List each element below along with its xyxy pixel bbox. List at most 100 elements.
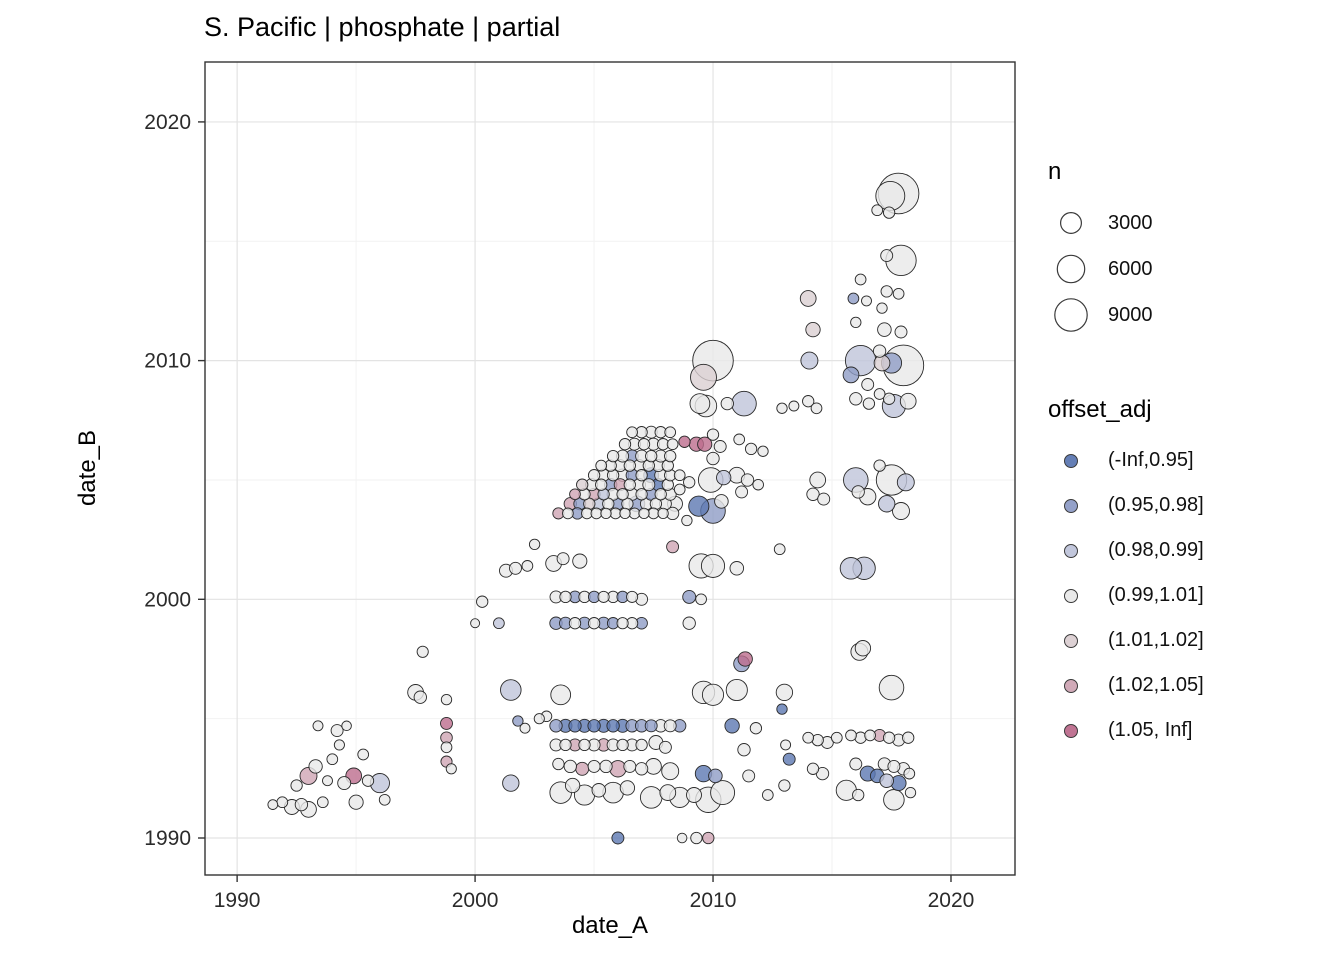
- data-point: [294, 797, 309, 812]
- size-legend-title: n: [1048, 158, 1062, 185]
- data-point: [788, 400, 800, 412]
- data-point: [628, 507, 641, 520]
- data-point: [361, 774, 375, 787]
- data-point: [559, 590, 572, 604]
- data-point: [702, 831, 715, 845]
- data-point: [493, 617, 505, 630]
- data-point: [619, 780, 636, 796]
- data-point: [564, 777, 581, 794]
- data-point: [609, 507, 622, 520]
- x-tick-label: 2010: [690, 889, 737, 912]
- data-point: [695, 593, 707, 606]
- data-point: [806, 487, 820, 501]
- data-point: [645, 449, 658, 463]
- data-point: [623, 478, 636, 491]
- data-point: [597, 590, 610, 603]
- data-point: [708, 768, 723, 784]
- data-point: [775, 683, 794, 702]
- data-point: [887, 759, 901, 773]
- data-point: [569, 488, 581, 501]
- data-point: [883, 789, 905, 811]
- data-point: [878, 495, 896, 513]
- color-legend-label: (0.95,0.98]: [1108, 494, 1204, 516]
- data-point: [729, 561, 745, 576]
- y-tick-label: 1990: [144, 827, 191, 850]
- data-point: [563, 759, 577, 774]
- data-point: [701, 683, 725, 706]
- data-point: [842, 366, 860, 384]
- y-tick-label: 2000: [144, 588, 191, 611]
- data-point: [666, 438, 679, 451]
- data-point: [330, 724, 344, 738]
- data-point: [682, 616, 696, 630]
- data-point: [357, 748, 370, 761]
- data-point: [659, 784, 677, 801]
- data-point: [635, 469, 648, 482]
- color-legend-circle: [1048, 496, 1094, 516]
- color-legend-label: (-Inf,0.95]: [1108, 449, 1194, 471]
- data-point: [903, 767, 916, 780]
- data-point: [904, 786, 917, 799]
- data-point: [348, 794, 364, 810]
- data-point: [862, 397, 876, 410]
- data-point: [682, 589, 697, 604]
- data-point: [635, 488, 648, 501]
- data-point: [626, 426, 638, 439]
- data-point: [676, 832, 688, 844]
- data-point: [638, 507, 650, 520]
- data-point: [413, 690, 427, 704]
- data-point: [637, 438, 651, 451]
- chart-title: S. Pacific | phosphate | partial: [204, 12, 561, 42]
- color-legend-item: (0.95,0.98]: [1048, 483, 1204, 528]
- data-point: [742, 769, 756, 783]
- data-point: [595, 478, 608, 491]
- data-point: [839, 557, 863, 580]
- data-point: [591, 783, 607, 798]
- data-point: [634, 762, 649, 776]
- data-point: [647, 507, 660, 520]
- data-point: [626, 590, 639, 603]
- panel-border: [204, 61, 1016, 876]
- data-point: [575, 761, 590, 776]
- data-point: [440, 716, 453, 730]
- color-legend-circle: [1048, 541, 1094, 561]
- data-point: [873, 388, 886, 400]
- data-point: [616, 488, 629, 501]
- size-legend-item: 6000: [1048, 246, 1153, 292]
- data-point: [806, 762, 820, 775]
- data-point: [697, 436, 713, 452]
- data-point: [776, 402, 788, 414]
- data-point: [623, 759, 637, 773]
- size-legend-item: 9000: [1048, 292, 1153, 338]
- data-point: [416, 645, 429, 658]
- y-tick-label: 2020: [144, 111, 191, 134]
- data-point: [892, 287, 905, 300]
- axis-ticks: 1990 2000 2010 2020 1990 2000 2010 2020: [144, 111, 974, 912]
- data-point: [706, 428, 720, 441]
- color-legend-item: (1.01,1.02]: [1048, 618, 1204, 663]
- data-point: [882, 731, 896, 744]
- data-point: [686, 787, 702, 803]
- color-legend-circle: [1048, 721, 1094, 741]
- data-point: [894, 325, 908, 339]
- data-point: [688, 495, 710, 517]
- data-point: [663, 719, 677, 733]
- data-point: [773, 543, 786, 556]
- data-point: [689, 393, 711, 414]
- data-point: [644, 719, 658, 733]
- data-point: [724, 718, 740, 734]
- data-point: [802, 395, 815, 408]
- y-tick-label: 2010: [144, 350, 191, 373]
- size-legend-circle: [1048, 201, 1094, 245]
- data-point: [616, 617, 629, 630]
- data-point: [882, 206, 896, 219]
- data-point: [312, 720, 324, 732]
- data-point: [706, 451, 720, 466]
- data-point: [587, 759, 601, 773]
- color-legend: offset_adj (-Inf,0.95] (0.95,0.98] (0.98,0…: [1048, 396, 1204, 753]
- color-legend-label: (1.05, Inf]: [1108, 719, 1193, 741]
- data-point: [440, 693, 453, 706]
- data-point: [587, 617, 601, 630]
